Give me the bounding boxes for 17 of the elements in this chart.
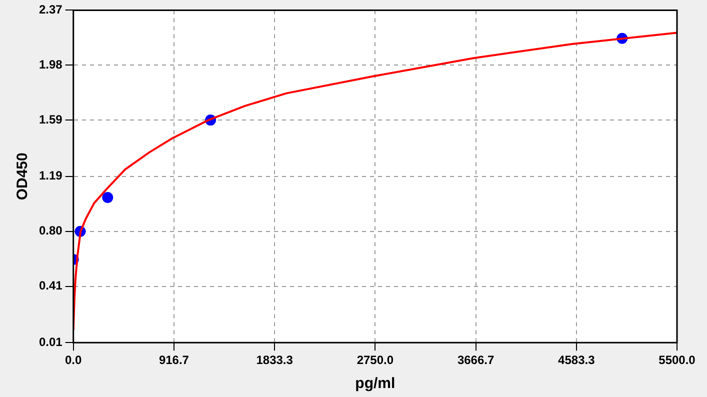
y-tick-label: 2.37 <box>38 2 63 17</box>
x-tick-label: 0.0 <box>65 353 82 368</box>
x-tick-label: 3666.7 <box>457 353 494 368</box>
x-axis-title: pg/ml <box>355 375 396 392</box>
y-axis-title: OD450 <box>14 152 32 200</box>
x-tick-label: 1833.3 <box>256 353 294 368</box>
y-tick-label: 1.59 <box>38 112 63 126</box>
x-tick-label: 2750.0 <box>356 353 394 368</box>
x-tick-label: 5500.0 <box>658 353 696 368</box>
y-tick-label: 0.80 <box>38 224 63 238</box>
y-tick-label: 1.19 <box>38 168 63 183</box>
y-tick-label: 0.01 <box>38 334 63 349</box>
x-tick-label: 4583.3 <box>558 353 596 368</box>
x-tick-label: 916.7 <box>158 353 190 368</box>
y-tick-label: 1.98 <box>38 57 63 72</box>
y-tick-label: 0.41 <box>38 278 63 293</box>
point <box>102 192 114 204</box>
